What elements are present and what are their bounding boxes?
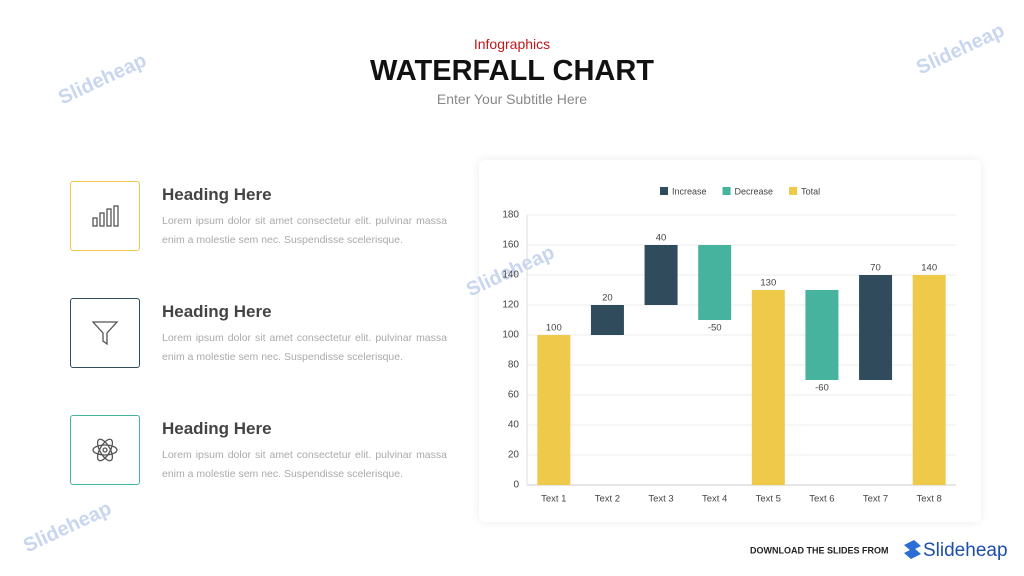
y-tick-label: 140 <box>502 270 519 281</box>
bar-icon <box>92 205 119 227</box>
watermark: Slideheap <box>913 19 1008 79</box>
legend-label: Increase <box>672 186 707 196</box>
x-tick-label: Text 6 <box>809 494 834 505</box>
y-tick-label: 120 <box>502 300 519 311</box>
x-tick-label: Text 3 <box>648 494 673 505</box>
bar <box>590 305 624 335</box>
x-tick-label: Text 4 <box>702 494 727 505</box>
y-tick-label: 0 <box>513 480 519 491</box>
watermark: Slideheap <box>55 49 150 109</box>
bar <box>698 245 732 320</box>
bar <box>644 245 678 305</box>
data-label: 100 <box>546 323 562 334</box>
y-tick-label: 60 <box>508 390 520 401</box>
atom-icon <box>92 438 118 462</box>
item-body: Lorem ipsum dolor sit amet consectetur e… <box>162 449 447 480</box>
y-tick-label: 20 <box>508 450 520 461</box>
y-tick-label: 100 <box>502 330 519 341</box>
x-tick-label: Text 5 <box>756 494 781 505</box>
data-label: -50 <box>708 323 722 334</box>
y-tick-label: 80 <box>508 360 520 371</box>
legend-swatch <box>789 187 798 195</box>
x-tick-label: Text 7 <box>863 494 888 505</box>
data-label: 130 <box>760 278 776 289</box>
item-heading: Heading Here <box>162 419 272 438</box>
item-body: Lorem ipsum dolor sit amet consectetur e… <box>162 215 447 246</box>
legend-swatch <box>660 187 668 195</box>
bar <box>805 290 839 380</box>
x-tick-label: Text 1 <box>541 494 566 505</box>
x-tick-label: Text 2 <box>595 494 620 505</box>
legend-label: Total <box>801 186 820 196</box>
brand: Slideheap <box>923 540 1008 561</box>
bar <box>859 275 893 380</box>
watermark: Slideheap <box>20 497 115 557</box>
subtitle: Enter Your Subtitle Here <box>436 91 588 107</box>
bar <box>912 275 946 485</box>
title: WATERFALL CHART <box>369 55 655 87</box>
y-tick-label: 180 <box>502 210 519 221</box>
item-heading: Heading Here <box>162 302 272 321</box>
bar <box>537 335 571 485</box>
x-tick-label: Text 8 <box>917 494 942 505</box>
item-heading: Heading Here <box>162 185 272 204</box>
data-label: 140 <box>921 263 937 274</box>
data-label: 20 <box>602 293 613 304</box>
icon-box <box>70 415 140 485</box>
y-tick-label: 40 <box>508 420 520 431</box>
y-tick-label: 160 <box>502 240 519 251</box>
bar <box>751 290 785 485</box>
data-label: -60 <box>815 383 829 394</box>
data-label: 40 <box>656 233 667 244</box>
legend-swatch <box>722 187 731 195</box>
legend-label: Decrease <box>735 186 774 196</box>
icon-box <box>70 181 140 251</box>
kicker: Infographics <box>473 36 551 52</box>
footer-text: DOWNLOAD THE SLIDES FROM <box>750 545 889 555</box>
funnel-icon <box>91 321 119 346</box>
icon-box <box>70 298 140 368</box>
item-body: Lorem ipsum dolor sit amet consectetur e… <box>162 332 447 363</box>
data-label: 70 <box>870 263 881 274</box>
brand-icon <box>904 540 921 559</box>
